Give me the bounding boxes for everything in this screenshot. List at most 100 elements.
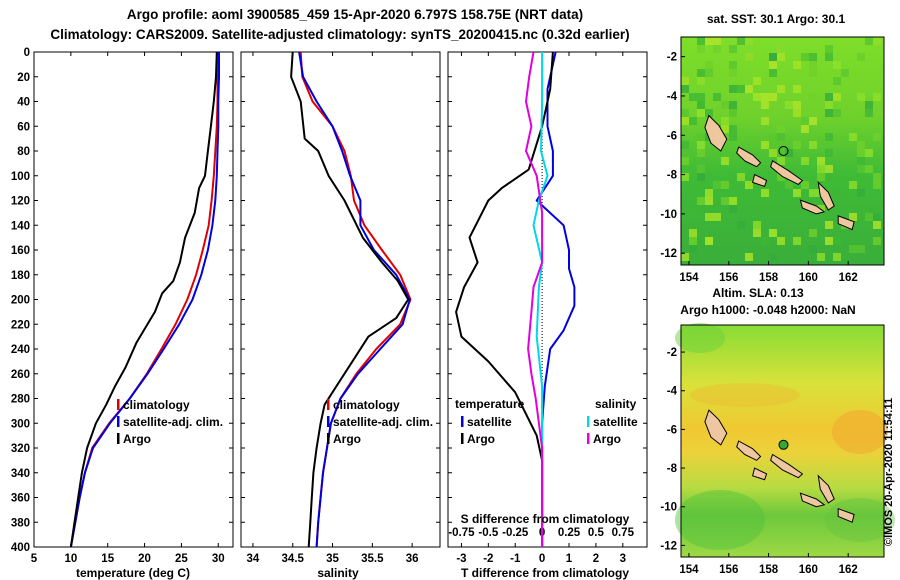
sst-pixel xyxy=(825,221,833,229)
salinity-legend: climatology satellite-adj. clim. Argo xyxy=(327,398,433,446)
legend-swatch-satellite xyxy=(117,416,120,427)
sst-pixel xyxy=(753,77,761,85)
sst-pixel xyxy=(785,181,793,189)
sst-pixel xyxy=(769,253,777,261)
sst-pixel xyxy=(785,101,793,109)
sst-pixel xyxy=(865,37,873,45)
sst-pixel xyxy=(769,229,777,237)
sst-pixel xyxy=(721,157,729,165)
argo-line xyxy=(69,51,218,548)
sst-pixel xyxy=(849,245,857,253)
sst-pixel xyxy=(809,93,817,101)
sla-blob xyxy=(675,323,725,353)
sst-pixel xyxy=(857,245,865,253)
y-tick-label: 140 xyxy=(11,220,30,232)
sst-pixel xyxy=(713,45,721,53)
sst-pixel xyxy=(785,149,793,157)
sst-pixel xyxy=(849,181,857,189)
difference-legend-salinity: salinity satellite Argo xyxy=(587,397,638,446)
temp-argo-line xyxy=(455,51,554,547)
y-tick-label: 80 xyxy=(17,146,30,158)
sst-pixel xyxy=(729,101,737,109)
y-tick-label: 380 xyxy=(11,517,30,529)
legend-salinity-heading: salinity xyxy=(595,397,637,411)
x-tick-label-top: -0.25 xyxy=(502,527,529,539)
sst-pixel xyxy=(777,53,785,61)
sst-pixel xyxy=(809,141,817,149)
sst-pixel xyxy=(713,181,721,189)
x-tick-label: 162 xyxy=(839,564,858,576)
sst-pixel xyxy=(761,141,769,149)
sst-pixel xyxy=(857,141,865,149)
x-tick-label: 3 xyxy=(620,553,626,565)
sst-pixel xyxy=(793,189,801,197)
sst-pixel xyxy=(777,173,785,181)
sst-pixel xyxy=(785,109,793,117)
sst-pixel xyxy=(721,197,729,205)
difference-axes-frame xyxy=(447,51,648,548)
sst-pixel xyxy=(705,69,713,77)
x-tick-label-top: 0.75 xyxy=(612,527,635,539)
y-tick-label: -2 xyxy=(667,347,677,359)
sst-pixel xyxy=(825,109,833,117)
sla-map-title: Altim. SLA: 0.13 xyxy=(712,286,804,300)
y-tick-label: 40 xyxy=(17,97,30,109)
legend-temp-satellite: satellite xyxy=(467,415,512,429)
sst-pixel xyxy=(833,77,841,85)
sst-pixel xyxy=(689,229,697,237)
difference-xlabel: T difference from climatology xyxy=(461,566,629,580)
legend-swatch-temp-satellite xyxy=(461,416,464,427)
y-tick-label: 100 xyxy=(11,171,30,183)
y-tick-label: 220 xyxy=(11,319,30,331)
sst-pixel xyxy=(753,221,761,229)
sst-pixel xyxy=(729,61,737,69)
sst-pixel xyxy=(721,101,729,109)
x-tick-label: 35 xyxy=(326,553,339,565)
sst-pixel xyxy=(873,93,881,101)
y-tick-label: -6 xyxy=(667,424,677,436)
satellite-line xyxy=(69,52,220,548)
sst-pixel xyxy=(793,109,801,117)
sst-pixel xyxy=(873,221,881,229)
sst-pixel xyxy=(809,69,817,77)
sst-pixel xyxy=(857,189,865,197)
sst-pixel xyxy=(689,245,697,253)
sst-pixel xyxy=(873,173,881,181)
sst-pixel xyxy=(777,133,785,141)
x-tick-label: 154 xyxy=(679,272,699,284)
sst-pixel xyxy=(721,125,729,133)
legend-satellite: satellite-adj. clim. xyxy=(123,415,223,429)
sst-pixel xyxy=(769,61,777,69)
island xyxy=(704,409,728,446)
legend-climatology: climatology xyxy=(333,398,400,412)
sst-pixel xyxy=(801,125,809,133)
island xyxy=(704,114,728,152)
sst-pixel xyxy=(697,77,705,85)
y-tick-label: 280 xyxy=(11,394,30,406)
legend-swatch-argo xyxy=(327,433,330,444)
sst-pixel xyxy=(793,101,801,109)
sst-pixel xyxy=(745,53,753,61)
y-tick-label: 60 xyxy=(17,121,30,133)
sst-pixel xyxy=(697,173,705,181)
sst-pixel xyxy=(857,157,865,165)
sst-map-title: sat. SST: 30.1 Argo: 30.1 xyxy=(707,12,846,26)
sla-map: Altim. SLA: 0.13 Argo h1000: -0.048 h200… xyxy=(660,286,895,576)
x-tick-label: 30 xyxy=(212,553,225,565)
sst-pixel xyxy=(833,93,841,101)
sst-pixel xyxy=(729,205,737,213)
sst-pixel xyxy=(729,125,737,133)
sla-map-islands xyxy=(704,409,855,523)
y-tick-label: -4 xyxy=(667,91,678,103)
legend-satellite: satellite-adj. clim. xyxy=(333,415,433,429)
x-tick-label: 1 xyxy=(566,553,573,565)
x-tick-label: 25 xyxy=(175,553,188,565)
y-tick-label: 200 xyxy=(11,295,30,307)
sst-pixel xyxy=(873,181,881,189)
sst-pixel xyxy=(817,173,825,181)
y-tick-label: 400 xyxy=(11,542,30,554)
y-tick-label: 160 xyxy=(11,245,30,257)
x-tick-label: 158 xyxy=(759,272,779,284)
sst-pixel xyxy=(865,109,873,117)
sst-pixel xyxy=(705,37,713,45)
